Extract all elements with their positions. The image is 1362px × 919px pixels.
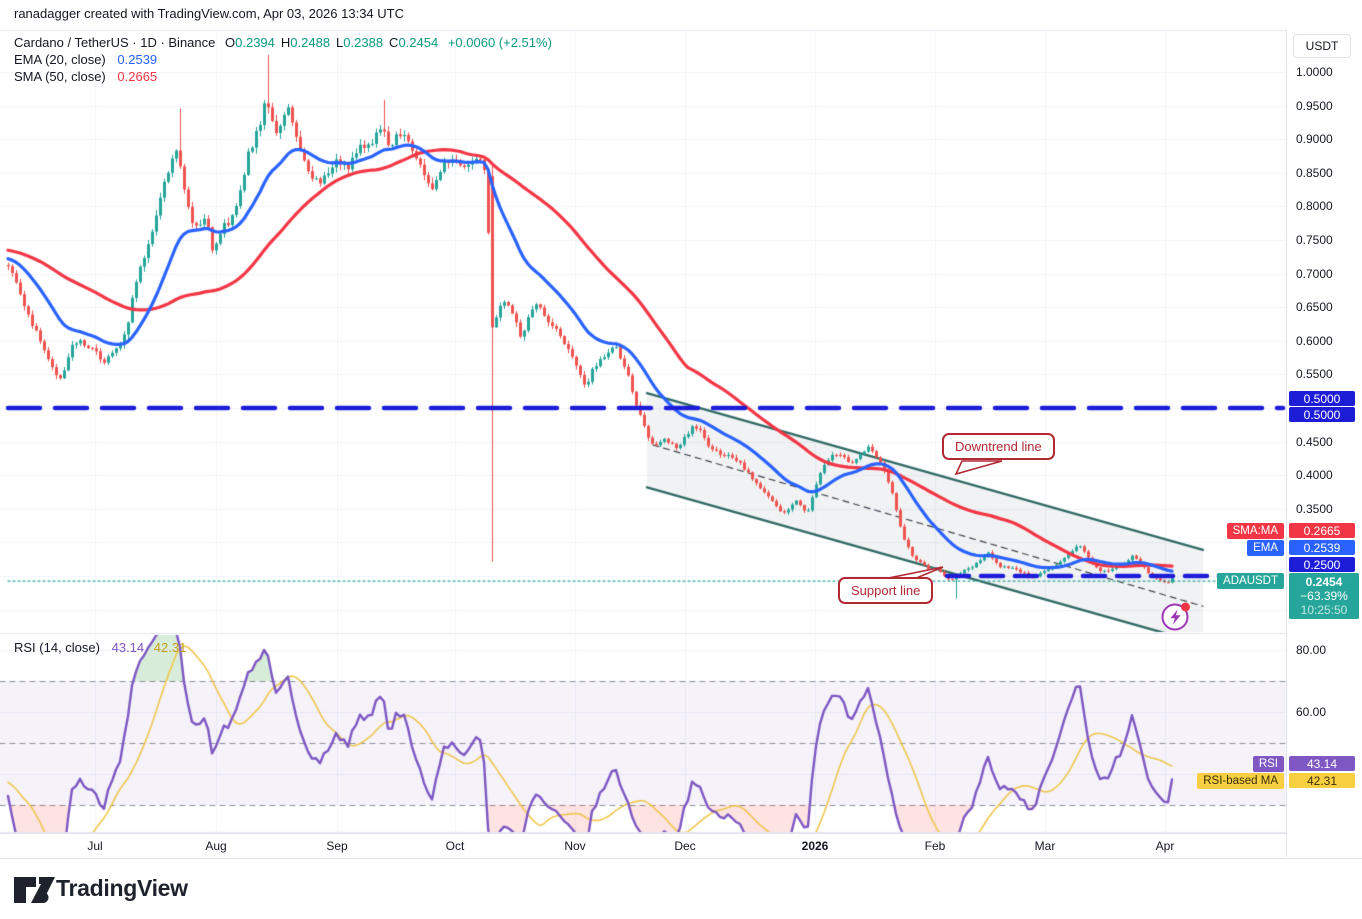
last-price-badge: 0.2454 −63.39% 10:25:50 — [1289, 573, 1359, 619]
ohlc-item: H0.2488 — [280, 35, 331, 50]
price-tick-label: 0.9500 — [1296, 98, 1333, 113]
price-tick-label: 0.6500 — [1296, 300, 1333, 315]
price-tick-label: 0.5500 — [1296, 367, 1333, 382]
time-axis[interactable]: Jul Aug Sep Oct Nov Dec 2026 Feb Mar Apr — [0, 833, 1286, 858]
symbol-tag: ADAUSDT — [1217, 573, 1284, 589]
sma-value: 0.2665 — [117, 69, 158, 84]
rsi-ma-value-badge: 42.31 — [1289, 773, 1355, 788]
level-50-badge-b: 0.5000 — [1289, 407, 1355, 422]
time-tick-label: Aug — [205, 839, 227, 853]
last-change-value: −63.39% — [1300, 589, 1348, 603]
time-tick-label: Feb — [924, 839, 946, 853]
lightning-bolt-icon — [1170, 609, 1181, 625]
price-tick-label: 0.9000 — [1296, 132, 1333, 147]
ema-tag: EMA — [1247, 540, 1284, 556]
sma-tag: SMA:MA — [1226, 523, 1284, 539]
time-tick-label: Dec — [674, 839, 696, 853]
ema-label: EMA (20, close) — [14, 52, 106, 67]
price-tick-label: 0.7000 — [1296, 266, 1333, 281]
tradingview-logo-icon[interactable] — [12, 873, 56, 907]
time-tick-label: Mar — [1034, 839, 1056, 853]
sma-legend-row[interactable]: SMA (50, close) 0.2665 — [14, 68, 552, 85]
support-price-badge: 0.2500 — [1289, 557, 1355, 572]
time-tick-label: Oct — [445, 839, 465, 853]
sma-label: SMA (50, close) — [14, 69, 106, 84]
last-price-value: 0.2454 — [1305, 575, 1343, 589]
rsi-value: 43.14 — [111, 640, 145, 655]
price-tick-label: 1.0000 — [1296, 65, 1333, 79]
footer: TradingView — [0, 858, 1362, 919]
tradingview-brand-text[interactable]: TradingView — [56, 875, 188, 901]
rsi-tag: RSI — [1252, 756, 1284, 772]
price-tick-label: 0.8000 — [1296, 199, 1333, 214]
ema-legend-row[interactable]: EMA (20, close) 0.2539 — [14, 51, 552, 68]
price-axis[interactable]: USDT 1.0000 0.9500 0.9000 0.8500 0.8000 0.750… — [1286, 30, 1362, 857]
price-tick-label: 0.6000 — [1296, 333, 1333, 348]
symbol-legend-row[interactable]: Cardano / TetherUS · 1D · Binance O0.239… — [14, 34, 552, 51]
time-tick-label: Jul — [87, 839, 103, 853]
ema-price-badge: 0.2539 — [1289, 540, 1355, 555]
ohlc-item: L0.2388 — [336, 35, 384, 50]
rsi-ma-value: 42.31 — [153, 640, 187, 655]
price-tick-label: 0.7500 — [1296, 233, 1333, 247]
notification-dot — [1181, 602, 1190, 612]
ohlc-values: O0.2394 H0.2488 L0.2388 C0.2454 — [219, 35, 438, 50]
rsi-tick-label: 60.00 — [1296, 705, 1327, 719]
downtrend-line-callout[interactable]: Downtrend line — [942, 433, 1055, 460]
sma-price-badge: 0.2665 — [1289, 523, 1355, 538]
price-tick-label: 0.4500 — [1296, 434, 1333, 449]
price-tick-label: 0.3500 — [1296, 501, 1333, 516]
time-tick-label: Apr — [1155, 839, 1175, 853]
time-tick-label: 2026 — [801, 839, 829, 853]
rsi-legend-row[interactable]: RSI (14, close) 43.14 42.31 — [14, 640, 186, 655]
level-50-badge-a: 0.5000 — [1289, 391, 1355, 406]
currency-button[interactable]: USDT — [1293, 34, 1351, 58]
change-value: +0.0060 (+2.51%) — [447, 35, 552, 50]
rsi-label: RSI (14, close) — [14, 640, 100, 655]
symbol-title: Cardano / TetherUS · 1D · Binance — [14, 35, 216, 50]
time-tick-label: Sep — [326, 839, 348, 853]
bar-countdown: 10:25:50 — [1300, 603, 1348, 617]
price-tick-label: 0.4000 — [1296, 468, 1333, 483]
main-legend: Cardano / TetherUS · 1D · Binance O0.239… — [14, 34, 552, 85]
flash-idea-icon[interactable] — [1158, 598, 1194, 634]
support-line-callout[interactable]: Support line — [838, 577, 934, 604]
rsi-ma-tag: RSI-based MA — [1197, 773, 1284, 789]
price-tick-label: 0.8500 — [1296, 165, 1333, 180]
rsi-tick-label: 80.00 — [1296, 643, 1327, 657]
ohlc-item: O0.2394 — [225, 35, 275, 50]
rsi-value-badge: 43.14 — [1289, 756, 1355, 771]
ohlc-item: C0.2454 — [389, 35, 439, 50]
ema-value: 0.2539 — [117, 52, 158, 67]
time-tick-label: Nov — [564, 839, 586, 853]
